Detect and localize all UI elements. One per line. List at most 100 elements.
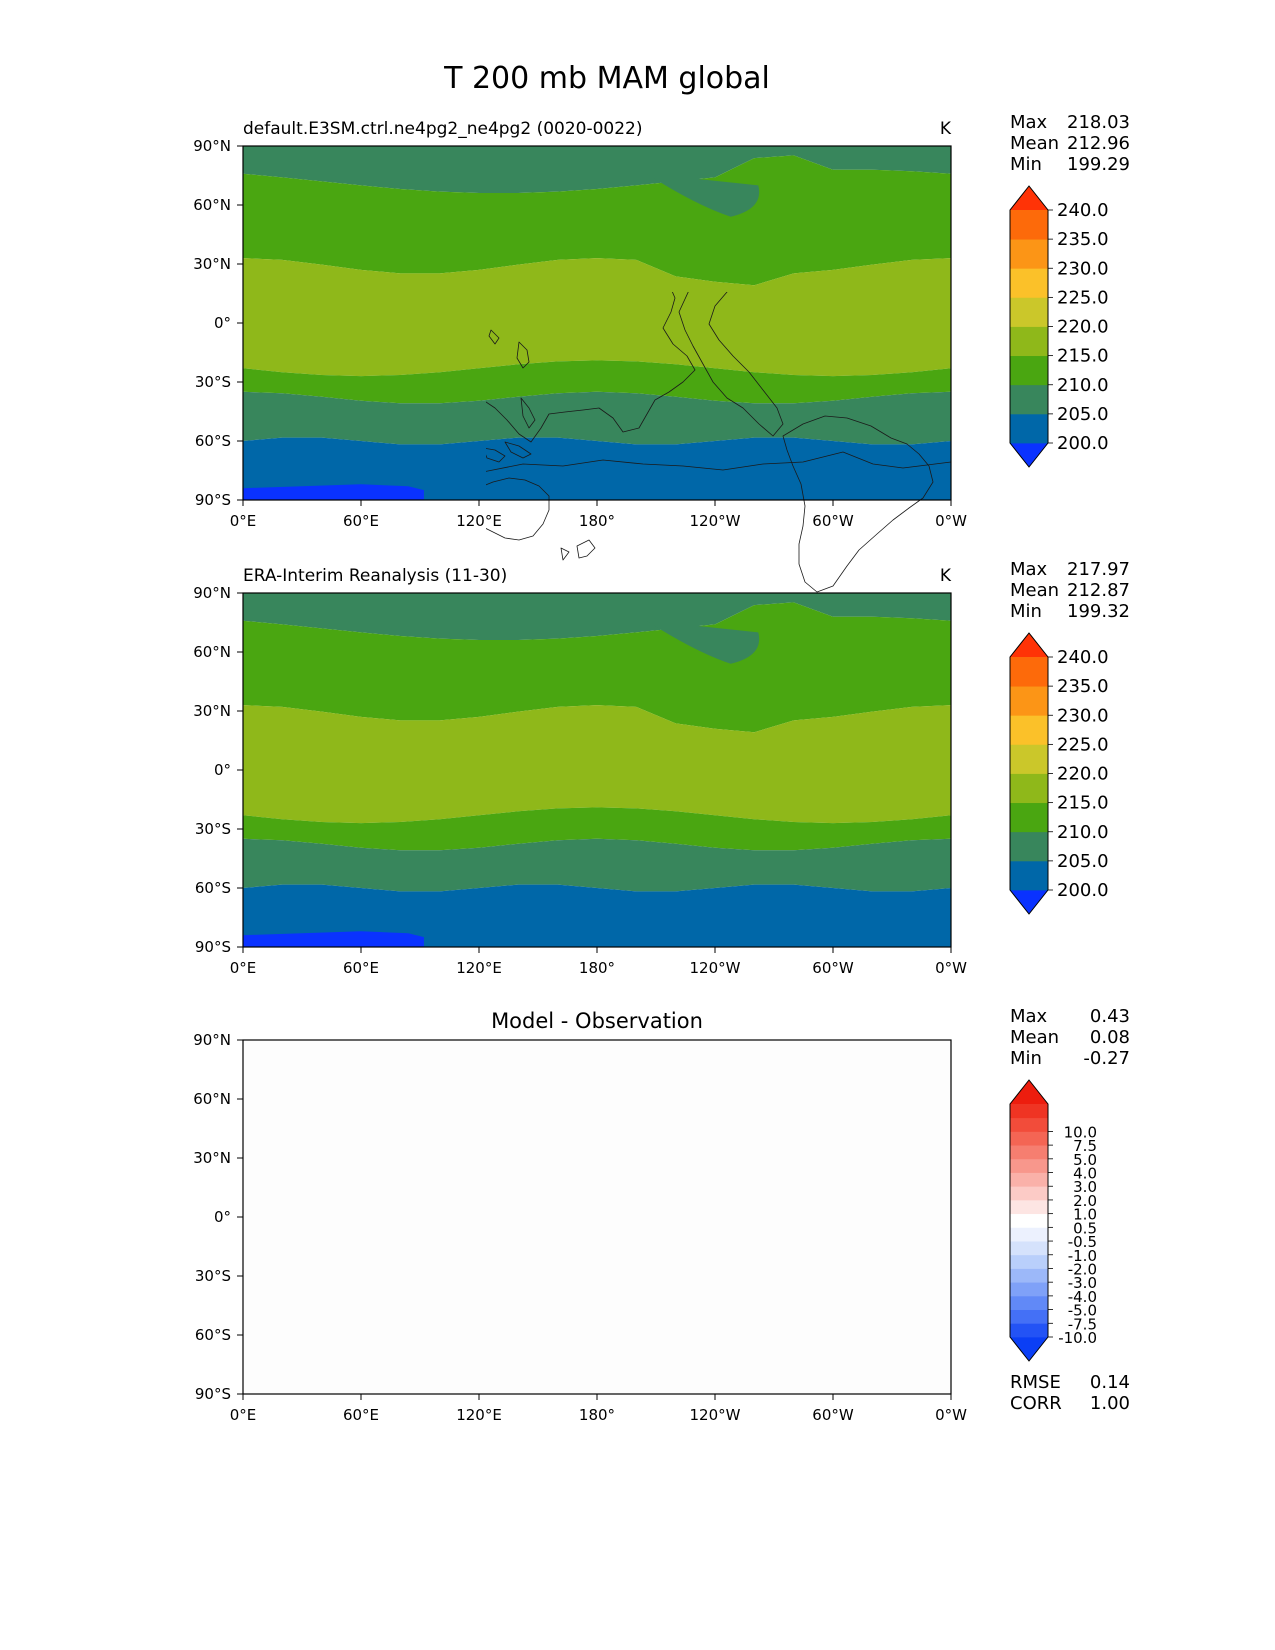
figure-title: T 200 mb MAM global [443, 61, 770, 96]
y-tick-label: 30°N [193, 1149, 231, 1167]
colorbar-tick-label: 200.0 [1057, 880, 1109, 901]
colorbar-segment [1010, 413, 1048, 444]
field-band [243, 593, 951, 640]
colorbar-segment [1010, 1117, 1048, 1132]
y-tick-label: 90°N [193, 584, 231, 602]
colorbar-segment [1010, 1268, 1048, 1283]
colorbar-tick-label: 235.0 [1057, 676, 1109, 697]
field-band [646, 173, 760, 217]
y-tick-label: 0° [214, 314, 231, 332]
colorbar-segment [1010, 686, 1048, 716]
y-tick-label: 90°S [195, 938, 231, 956]
stat-label: Max [1010, 1006, 1048, 1027]
stat-value: 0.43 [1090, 1006, 1130, 1027]
field-band [243, 602, 951, 733]
y-tick-label: 90°N [193, 137, 231, 155]
field-band [243, 807, 951, 851]
colorbar-tick-label: 225.0 [1057, 287, 1109, 308]
field-band [243, 838, 951, 892]
colorbar-segment [1010, 1337, 1048, 1361]
colorbar-tick-label: 0.5 [1073, 1219, 1097, 1237]
x-tick-label: 120°W [690, 959, 741, 977]
colorbar-segment [1010, 186, 1048, 210]
colorbar-segment [1010, 1323, 1048, 1338]
colorbar-segment [1010, 1080, 1048, 1104]
x-tick-label: 120°E [456, 1406, 502, 1424]
colorbar-segment [1010, 1158, 1048, 1173]
x-tick-label: 0°E [230, 959, 257, 977]
colorbar-segment [1010, 890, 1048, 914]
colorbar-tick-label: 2.0 [1073, 1192, 1097, 1210]
colorbar-segment [1010, 1254, 1048, 1269]
colorbar-tick-label: 205.0 [1057, 851, 1109, 872]
colorbar-tick-label: 225.0 [1057, 734, 1109, 755]
colorbar-tick-label: 210.0 [1057, 375, 1109, 396]
field-band [243, 437, 951, 500]
panel-model: default.E3SM.ctrl.ne4pg2_ne4pg2 (0020-00… [193, 112, 1130, 530]
stat-value: 212.87 [1067, 580, 1130, 601]
colorbar-tick-label: 215.0 [1057, 346, 1109, 367]
colorbar-tick-label: 3.0 [1073, 1178, 1097, 1196]
colorbar-segment [1010, 210, 1048, 240]
colorbar-tick-label: 4.0 [1073, 1165, 1097, 1183]
colorbar-segment [1010, 1282, 1048, 1297]
stat-value: 199.29 [1067, 154, 1130, 175]
colorbar-segment [1010, 831, 1048, 862]
x-tick-label: 180° [579, 1406, 615, 1424]
field-band [243, 146, 951, 193]
y-tick-label: 90°S [195, 1385, 231, 1403]
colorbar-segment [1010, 1241, 1048, 1256]
map-field [243, 146, 951, 500]
colorbar: 200.0 205.0 210.0 215.0 220.0 225.0 230.0 235.0… [1009, 185, 1109, 468]
colorbar-tick-label: 240.0 [1057, 647, 1109, 668]
x-tick-label: 0°W [935, 959, 967, 977]
y-tick-label: 90°N [193, 1031, 231, 1049]
field-band [243, 391, 951, 445]
field-band [243, 705, 951, 824]
colorbar-segment [1010, 1213, 1048, 1228]
x-tick-label: 180° [579, 512, 615, 530]
x-tick-label: 180° [579, 959, 615, 977]
colorbar-tick-label: 230.0 [1057, 258, 1109, 279]
colorbar-tick-label: 240.0 [1057, 200, 1109, 221]
x-tick-label: 0°E [230, 512, 257, 530]
colorbar-segment [1010, 1309, 1048, 1324]
stat-label: Min [1010, 601, 1042, 622]
units-label: K [940, 566, 952, 586]
y-tick-label: 60°N [193, 643, 231, 661]
colorbar-segment [1010, 268, 1048, 298]
x-tick-label: 60°E [343, 959, 379, 977]
stat-label: Max [1010, 559, 1048, 580]
colorbar-segment [1010, 860, 1048, 891]
colorbar-segment [1010, 355, 1048, 386]
x-tick-label: 120°E [456, 512, 502, 530]
stat-value: 217.97 [1067, 559, 1130, 580]
colorbar-segment [1010, 657, 1048, 687]
colorbar-tick-label: -0.5 [1068, 1233, 1097, 1251]
colorbar-segment [1010, 802, 1048, 833]
y-tick-label: 60°S [195, 879, 231, 897]
field-band [243, 1040, 951, 1394]
panel-title: ERA-Interim Reanalysis (11-30) [243, 566, 507, 586]
x-tick-label: 120°E [456, 959, 502, 977]
metric-label: RMSE [1010, 1372, 1061, 1393]
x-tick-label: 60°W [812, 1406, 854, 1424]
colorbar: 200.0 205.0 210.0 215.0 220.0 225.0 230.0 235.0… [1009, 632, 1109, 915]
colorbar-tick-label: 5.0 [1073, 1151, 1097, 1169]
field-band [243, 484, 424, 500]
stat-value: -0.27 [1083, 1048, 1130, 1069]
colorbar-tick-label: 7.5 [1073, 1137, 1097, 1155]
field-band [243, 931, 424, 947]
colorbar-tick-label: -5.0 [1068, 1302, 1097, 1320]
stat-value: 212.96 [1067, 133, 1130, 154]
colorbar-segment [1010, 744, 1048, 774]
colorbar-segment [1010, 1145, 1048, 1160]
colorbar-tick-label: -4.0 [1068, 1288, 1097, 1306]
colorbar-segment [1010, 633, 1048, 657]
panel-title: default.E3SM.ctrl.ne4pg2_ne4pg2 (0020-00… [243, 119, 643, 139]
y-tick-label: 30°N [193, 255, 231, 273]
stat-label: Min [1010, 1048, 1042, 1069]
y-tick-label: 0° [214, 761, 231, 779]
panel-observation: ERA-Interim Reanalysis (11-30) K 0°E 60°E 12… [193, 559, 1130, 977]
